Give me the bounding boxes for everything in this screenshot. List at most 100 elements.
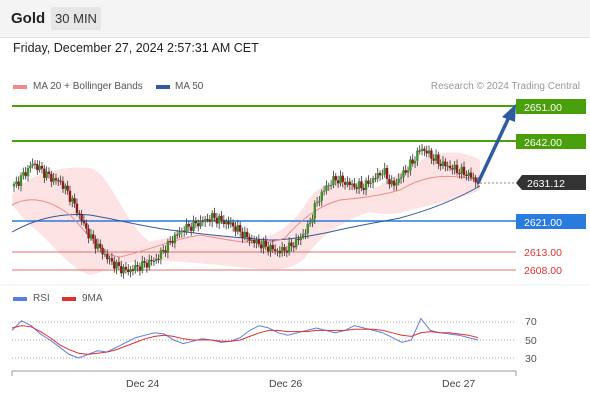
candle-body [169, 241, 172, 243]
candle-body [26, 168, 30, 177]
candle-body [45, 171, 48, 178]
tag-2621 [516, 214, 586, 229]
candle-body [446, 165, 449, 167]
candle-body [19, 175, 23, 186]
candle-body [87, 228, 90, 239]
candle-body [416, 150, 419, 161]
candle-body [388, 178, 391, 185]
candle-body [12, 184, 16, 187]
candle-body [266, 246, 270, 252]
rsi-legend-label: RSI [33, 293, 50, 304]
candle-body [171, 241, 174, 244]
candle-body [376, 172, 379, 179]
candle-body [381, 174, 384, 176]
candle-body [252, 239, 256, 244]
candle-body [336, 180, 340, 184]
candle-body [213, 213, 216, 218]
candle-body [47, 171, 51, 174]
candle-body [145, 262, 149, 268]
candle-body [64, 185, 67, 189]
rsi-legend-swatch [13, 297, 27, 301]
rsi-label-70: 70 [525, 316, 537, 328]
candle-body [299, 236, 302, 241]
candle-body [61, 181, 65, 189]
candle-body [385, 168, 389, 179]
candle-body [197, 223, 200, 227]
candle-body [411, 159, 414, 164]
candle-body [229, 222, 233, 225]
candle-body [465, 174, 468, 176]
candle-body [339, 175, 342, 184]
candle-body [127, 269, 130, 273]
candle-body [250, 239, 254, 241]
credit-label: Research © 2024 Trading Central [430, 81, 580, 92]
tag-2642-label: 2642.00 [524, 137, 562, 149]
candle-body [75, 203, 79, 214]
candle-body [57, 180, 60, 182]
candle-body [141, 261, 144, 271]
candle-body [162, 250, 165, 252]
candle-body [304, 233, 307, 235]
candle-body [78, 213, 81, 215]
candle-body [476, 182, 480, 184]
candle-body [395, 182, 398, 186]
candle-body [434, 154, 438, 161]
candle-body [222, 220, 226, 225]
candle-body [248, 237, 251, 241]
candle-body [350, 183, 354, 186]
candle-body [136, 265, 139, 267]
candle-body [460, 166, 463, 174]
candle-body [280, 247, 284, 254]
candle-body [474, 177, 477, 183]
candle-body [320, 191, 323, 201]
candle-body [409, 159, 412, 171]
candle-body [332, 176, 335, 185]
candle-body [472, 177, 475, 179]
candle-body [348, 181, 351, 186]
candle-body [243, 231, 247, 239]
candle-body [66, 185, 69, 191]
candle-body [227, 221, 230, 225]
candle-body [257, 239, 261, 245]
candle-body [52, 178, 55, 182]
ma50-legend-swatch [156, 85, 170, 89]
candle-body [262, 240, 265, 249]
candle-body [199, 220, 202, 227]
rsi-ma-line [11, 325, 479, 355]
candle-body [190, 226, 193, 231]
candle-body [399, 177, 403, 179]
candle-body [234, 226, 237, 232]
candle-body [406, 170, 410, 173]
candle-body [217, 215, 221, 224]
candle-body [423, 148, 426, 151]
candle-body [439, 163, 442, 167]
candle-body [322, 190, 326, 192]
candle-body [166, 241, 170, 253]
timeframe-button[interactable]: 30 MIN [51, 7, 101, 30]
candle-body [68, 190, 72, 202]
candle-body [290, 242, 293, 247]
tag-2613-label: 2613.00 [524, 247, 562, 259]
x-label-dec27: Dec 27 [442, 378, 475, 390]
x-label-dec24: Dec 24 [126, 378, 159, 390]
candle-body [29, 165, 32, 169]
candle-body [206, 219, 209, 221]
candle-body [40, 165, 44, 169]
candle-body [425, 150, 428, 154]
candle-body [444, 161, 447, 167]
candle-body [73, 198, 76, 204]
candle-body [355, 187, 358, 189]
candle-body [110, 258, 114, 262]
candle-body [390, 180, 393, 185]
candle-body [108, 258, 111, 260]
candle-body [31, 163, 34, 166]
candle-body [215, 217, 219, 224]
ma50-line [11, 185, 481, 241]
tag-last-price [516, 175, 586, 190]
candle-body [273, 249, 277, 251]
candle-body [210, 213, 214, 222]
candle-body [427, 150, 431, 154]
candle-body [99, 243, 102, 248]
candle-body [369, 182, 372, 184]
